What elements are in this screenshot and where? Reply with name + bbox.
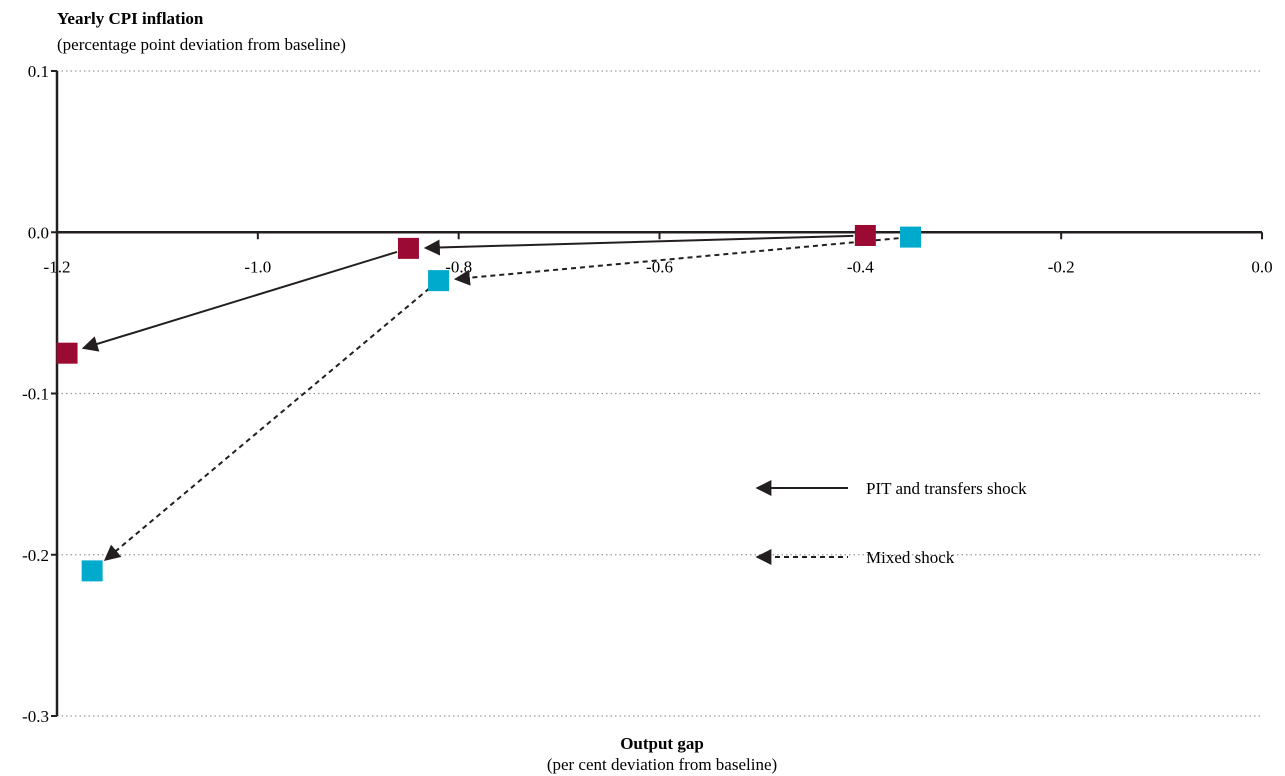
x-axis-sublabel: (per cent deviation from baseline): [547, 755, 777, 774]
x-tick-label-3: -0.6: [646, 257, 673, 276]
point-series0-2: [56, 342, 78, 364]
arrow-series0-1: [81, 250, 398, 352]
data-points: [56, 224, 922, 582]
x-tick-label-1: -1.0: [244, 257, 271, 276]
y-tick-label-3: -0.2: [22, 546, 49, 565]
x-axis-label: Output gap: [620, 734, 704, 753]
x-tick-label-5: -0.2: [1048, 257, 1075, 276]
point-series1-1: [428, 270, 450, 292]
legend: PIT and transfers shock Mixed shock: [755, 479, 1027, 567]
y-tick-labels: 0.1 0.0 -0.1 -0.2 -0.3: [22, 62, 49, 726]
arrow-series0-0: [423, 234, 854, 256]
legend-label-pit: PIT and transfers shock: [866, 479, 1027, 498]
chart-subtitle: (percentage point deviation from baselin…: [57, 35, 346, 54]
series-arrows: [81, 234, 899, 561]
y-tick-label-0: 0.1: [28, 62, 49, 81]
legend-label-mixed: Mixed shock: [866, 548, 955, 567]
point-series1-2: [81, 560, 103, 582]
x-tick-label-2: -0.8: [445, 257, 472, 276]
point-series0-1: [397, 237, 419, 259]
point-series0-0: [854, 224, 876, 246]
arrow-series1-1: [103, 287, 431, 561]
x-tick-label-0: -1.2: [44, 257, 71, 276]
gridlines: [57, 70, 1262, 717]
arrow-series1-0: [453, 237, 899, 286]
y-tick-label-1: 0.0: [28, 223, 49, 242]
x-tick-labels: -1.2 -1.0 -0.8 -0.6 -0.4 -0.2 0.0: [44, 257, 1273, 276]
x-tick-label-4: -0.4: [847, 257, 874, 276]
x-tick-label-6: 0.0: [1251, 257, 1272, 276]
point-series1-0: [900, 226, 922, 248]
chart-title: Yearly CPI inflation: [57, 9, 204, 28]
y-tick-label-2: -0.1: [22, 385, 49, 404]
y-tick-label-4: -0.3: [22, 707, 49, 726]
